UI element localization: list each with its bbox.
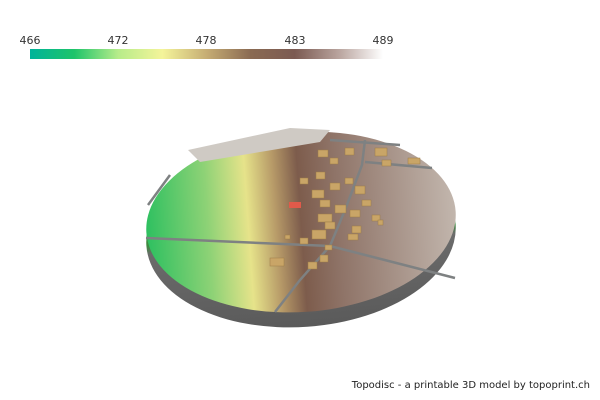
road bbox=[329, 138, 401, 147]
terrain-surface bbox=[146, 128, 456, 313]
legend-tick: 489 bbox=[372, 34, 394, 47]
building bbox=[371, 214, 381, 222]
road bbox=[364, 160, 433, 170]
building bbox=[351, 225, 362, 234]
building bbox=[319, 254, 329, 263]
legend-tick: 483 bbox=[284, 34, 306, 47]
building bbox=[347, 233, 359, 241]
road bbox=[328, 139, 367, 247]
building bbox=[315, 171, 326, 180]
legend-tick: 472 bbox=[107, 34, 129, 47]
building bbox=[374, 147, 388, 157]
legend-tick: 478 bbox=[195, 34, 217, 47]
building bbox=[299, 177, 309, 185]
building bbox=[324, 244, 333, 251]
building bbox=[284, 234, 291, 240]
credit-text: Topodisc - a printable 3D model by topop… bbox=[351, 380, 590, 391]
elevation-legend: 466 472 478 483 489 bbox=[0, 0, 600, 70]
road bbox=[146, 174, 172, 206]
building bbox=[354, 185, 366, 195]
building bbox=[317, 213, 333, 223]
building bbox=[361, 199, 372, 207]
building bbox=[407, 157, 421, 165]
building bbox=[317, 149, 329, 158]
building bbox=[299, 237, 309, 245]
building bbox=[329, 182, 341, 191]
elevation-color-bar bbox=[30, 49, 383, 59]
building bbox=[344, 177, 354, 185]
building bbox=[311, 189, 325, 199]
building bbox=[324, 221, 336, 230]
buildings bbox=[269, 147, 421, 270]
legend-tick: 466 bbox=[19, 34, 41, 47]
building bbox=[269, 257, 285, 267]
highlighted-building bbox=[289, 202, 301, 208]
terrain-edge-label-strip bbox=[188, 128, 330, 162]
building bbox=[319, 199, 331, 208]
building bbox=[349, 209, 361, 218]
building bbox=[311, 229, 327, 240]
building bbox=[334, 204, 347, 214]
building bbox=[344, 147, 355, 156]
building bbox=[329, 157, 339, 165]
building bbox=[307, 261, 318, 270]
building bbox=[381, 159, 392, 167]
building bbox=[377, 219, 384, 226]
